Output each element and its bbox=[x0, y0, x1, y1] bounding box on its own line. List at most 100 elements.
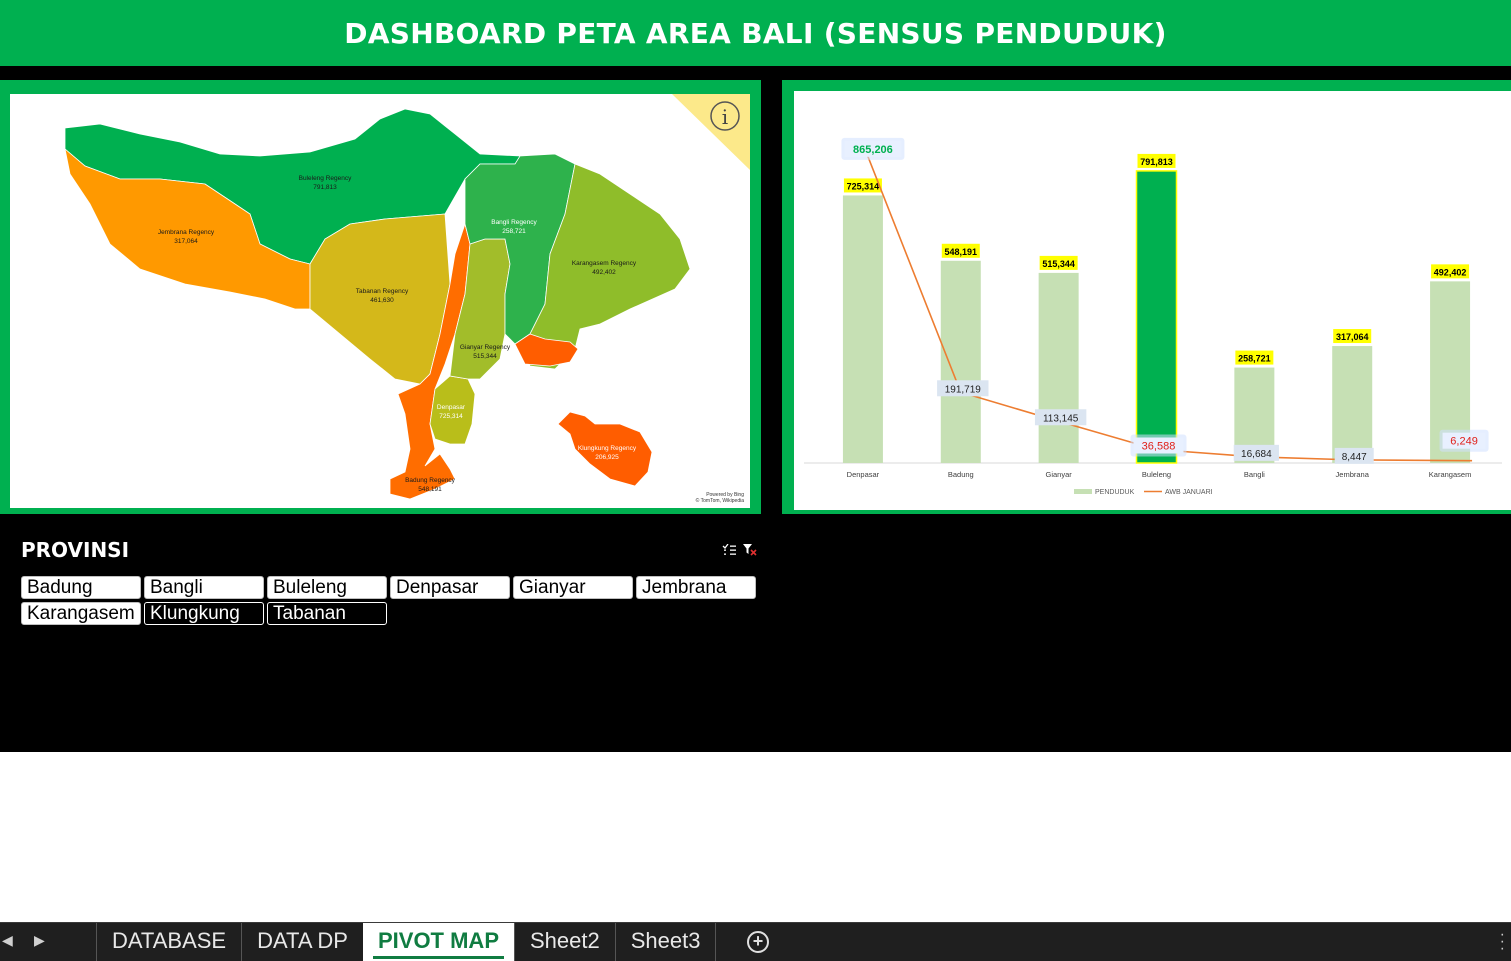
line-value-label: 865,206 bbox=[853, 144, 893, 156]
line-label-bg bbox=[1034, 409, 1087, 426]
slicer-item-denpasar[interactable]: Denpasar bbox=[390, 576, 510, 599]
bar-buleleng bbox=[1135, 170, 1178, 464]
legend-label-awb: AWB JANUARI bbox=[1165, 489, 1213, 496]
tab-pivot-map[interactable]: PIVOT MAP bbox=[362, 923, 514, 961]
value-tabanan: 461,630 bbox=[370, 297, 394, 304]
label-klungkung: Klungkung Regency bbox=[578, 445, 637, 452]
tab-sheet2[interactable]: Sheet2 bbox=[514, 923, 615, 961]
x-tick-label: Karangasem bbox=[1429, 470, 1472, 479]
info-corner bbox=[672, 94, 750, 170]
x-tick-label: Jembrana bbox=[1336, 470, 1370, 479]
bar-value-label: 791,813 bbox=[1140, 157, 1173, 167]
dashboard-title: DASHBOARD PETA AREA BALI (SENSUS PENDUDU… bbox=[344, 16, 1167, 50]
bar-value-label: 548,191 bbox=[945, 247, 978, 257]
scroll-left-icon[interactable]: ◀ bbox=[2, 932, 13, 948]
label-bangli: Bangli Regency bbox=[491, 219, 537, 226]
value-jembrana: 317,064 bbox=[174, 238, 198, 245]
legend-label-penduduk: PENDUDUK bbox=[1095, 489, 1135, 496]
label-karangasem: Karangasem Regency bbox=[572, 260, 637, 267]
tab-sheet3[interactable]: Sheet3 bbox=[614, 923, 717, 961]
value-karangasem: 492,402 bbox=[592, 269, 616, 276]
region-badung[interactable] bbox=[389, 222, 471, 500]
bali-map: i bbox=[64, 94, 750, 500]
label-tabanan: Tabanan Regency bbox=[356, 288, 409, 295]
region-klungkung-mainland[interactable] bbox=[514, 333, 579, 367]
bar-badung bbox=[940, 260, 981, 463]
value-klungkung: 206,925 bbox=[595, 454, 619, 461]
title-bar: DASHBOARD PETA AREA BALI (SENSUS PENDUDU… bbox=[0, 0, 1511, 66]
slicer-title: PROVINSI bbox=[21, 538, 130, 562]
value-denpasar: 725,314 bbox=[439, 413, 463, 420]
bar-gianyar bbox=[1038, 272, 1079, 463]
x-tick-label: Badung bbox=[948, 470, 974, 479]
copyright-text: © TomTom, Wikipedia bbox=[695, 498, 744, 504]
label-gianyar: Gianyar Regency bbox=[460, 344, 511, 351]
value-bangli: 258,721 bbox=[502, 228, 526, 235]
chart-panel: 725,314 Denpasar 548,191 Badung 515,344 Giany… bbox=[782, 80, 1511, 514]
slicer-items: Badung Bangli Buleleng Denpasar Gianyar Jembr… bbox=[21, 576, 761, 625]
value-badung: 548,191 bbox=[418, 486, 442, 493]
value-gianyar: 515,344 bbox=[473, 353, 497, 360]
bar-label-bg bbox=[1137, 153, 1176, 168]
tab-database[interactable]: DATABASE bbox=[96, 923, 241, 961]
slicer-item-bangli[interactable]: Bangli bbox=[144, 576, 264, 599]
label-badung: Badung Regency bbox=[405, 477, 456, 484]
label-buleleng: Buleleng Regency bbox=[299, 175, 353, 182]
line-value-label: 6,249 bbox=[1450, 436, 1478, 448]
bar-jembrana bbox=[1332, 346, 1373, 463]
powered-by-text: Powered by Bing bbox=[706, 492, 744, 498]
info-icon[interactable]: i bbox=[710, 101, 740, 131]
tab-data-dp[interactable]: DATA DP bbox=[241, 923, 363, 961]
line-label-bg bbox=[1133, 437, 1184, 454]
line-label-bg bbox=[937, 380, 989, 397]
x-tick-label: Gianyar bbox=[1046, 470, 1073, 479]
region-karangasem[interactable] bbox=[519, 163, 691, 370]
bar-value-label: 317,064 bbox=[1336, 332, 1369, 342]
x-tick-label: Denpasar bbox=[847, 470, 880, 479]
bar-label-bg bbox=[1039, 255, 1078, 270]
bar-value-label: 258,721 bbox=[1238, 354, 1271, 364]
slicer-item-klungkung[interactable]: Klungkung bbox=[144, 602, 264, 625]
slicer-item-gianyar[interactable]: Gianyar bbox=[513, 576, 633, 599]
add-sheet-icon[interactable]: + bbox=[747, 931, 769, 953]
legend-swatch-penduduk bbox=[1074, 489, 1092, 494]
label-denpasar: Denpasar bbox=[437, 404, 466, 411]
line-value-label: 8,447 bbox=[1342, 452, 1367, 463]
more-options-icon[interactable]: · · · bbox=[1499, 926, 1505, 957]
bar-value-label: 492,402 bbox=[1434, 267, 1467, 277]
line-value-label: 16,684 bbox=[1241, 449, 1272, 460]
line-label-bg bbox=[1442, 432, 1486, 449]
slicer-item-karangasem[interactable]: Karangasem bbox=[21, 602, 141, 625]
bar-value-label: 515,344 bbox=[1042, 259, 1075, 269]
line-label-bg bbox=[1334, 447, 1374, 464]
bar-label-bg bbox=[843, 178, 882, 193]
slicer-item-badung[interactable]: Badung bbox=[21, 576, 141, 599]
bar-denpasar bbox=[842, 195, 883, 463]
line-label-bg bbox=[1233, 444, 1279, 461]
slicer-item-buleleng[interactable]: Buleleng bbox=[267, 576, 387, 599]
line-label-bg bbox=[844, 140, 902, 157]
x-tick-label: Bangli bbox=[1244, 470, 1265, 479]
bar-label-bg bbox=[941, 243, 980, 258]
region-klungkung[interactable] bbox=[557, 411, 653, 487]
sheet-tab-bar: ◀ ▶ DATABASE DATA DP PIVOT MAP Sheet2 Sheet3… bbox=[0, 922, 1511, 961]
combo-chart[interactable]: 725,314 Denpasar 548,191 Badung 515,344 Giany… bbox=[794, 91, 1511, 510]
svg-text:i: i bbox=[722, 105, 728, 129]
line-value-label: 191,719 bbox=[945, 384, 982, 395]
line-value-label: 36,588 bbox=[1142, 441, 1176, 453]
bar-label-bg bbox=[1235, 350, 1274, 365]
clear-filter-icon[interactable] bbox=[743, 544, 757, 556]
map-chart[interactable]: i bbox=[10, 94, 750, 508]
x-tick-label: Buleleng bbox=[1142, 470, 1171, 479]
map-panel: i bbox=[0, 80, 761, 514]
line-value-label: 113,145 bbox=[1043, 413, 1079, 424]
bar-value-label: 725,314 bbox=[847, 181, 880, 191]
combo-chart-svg: 725,314 Denpasar 548,191 Badung 515,344 Giany… bbox=[804, 137, 1502, 496]
label-jembrana: Jembrana Regency bbox=[158, 229, 215, 236]
slicer-item-jembrana[interactable]: Jembrana bbox=[636, 576, 756, 599]
sheet-tabs: DATABASE DATA DP PIVOT MAP Sheet2 Sheet3 bbox=[96, 923, 717, 961]
scroll-right-icon[interactable]: ▶ bbox=[34, 932, 45, 948]
multi-select-icon[interactable] bbox=[722, 544, 736, 556]
slicer-item-tabanan[interactable]: Tabanan bbox=[267, 602, 387, 625]
